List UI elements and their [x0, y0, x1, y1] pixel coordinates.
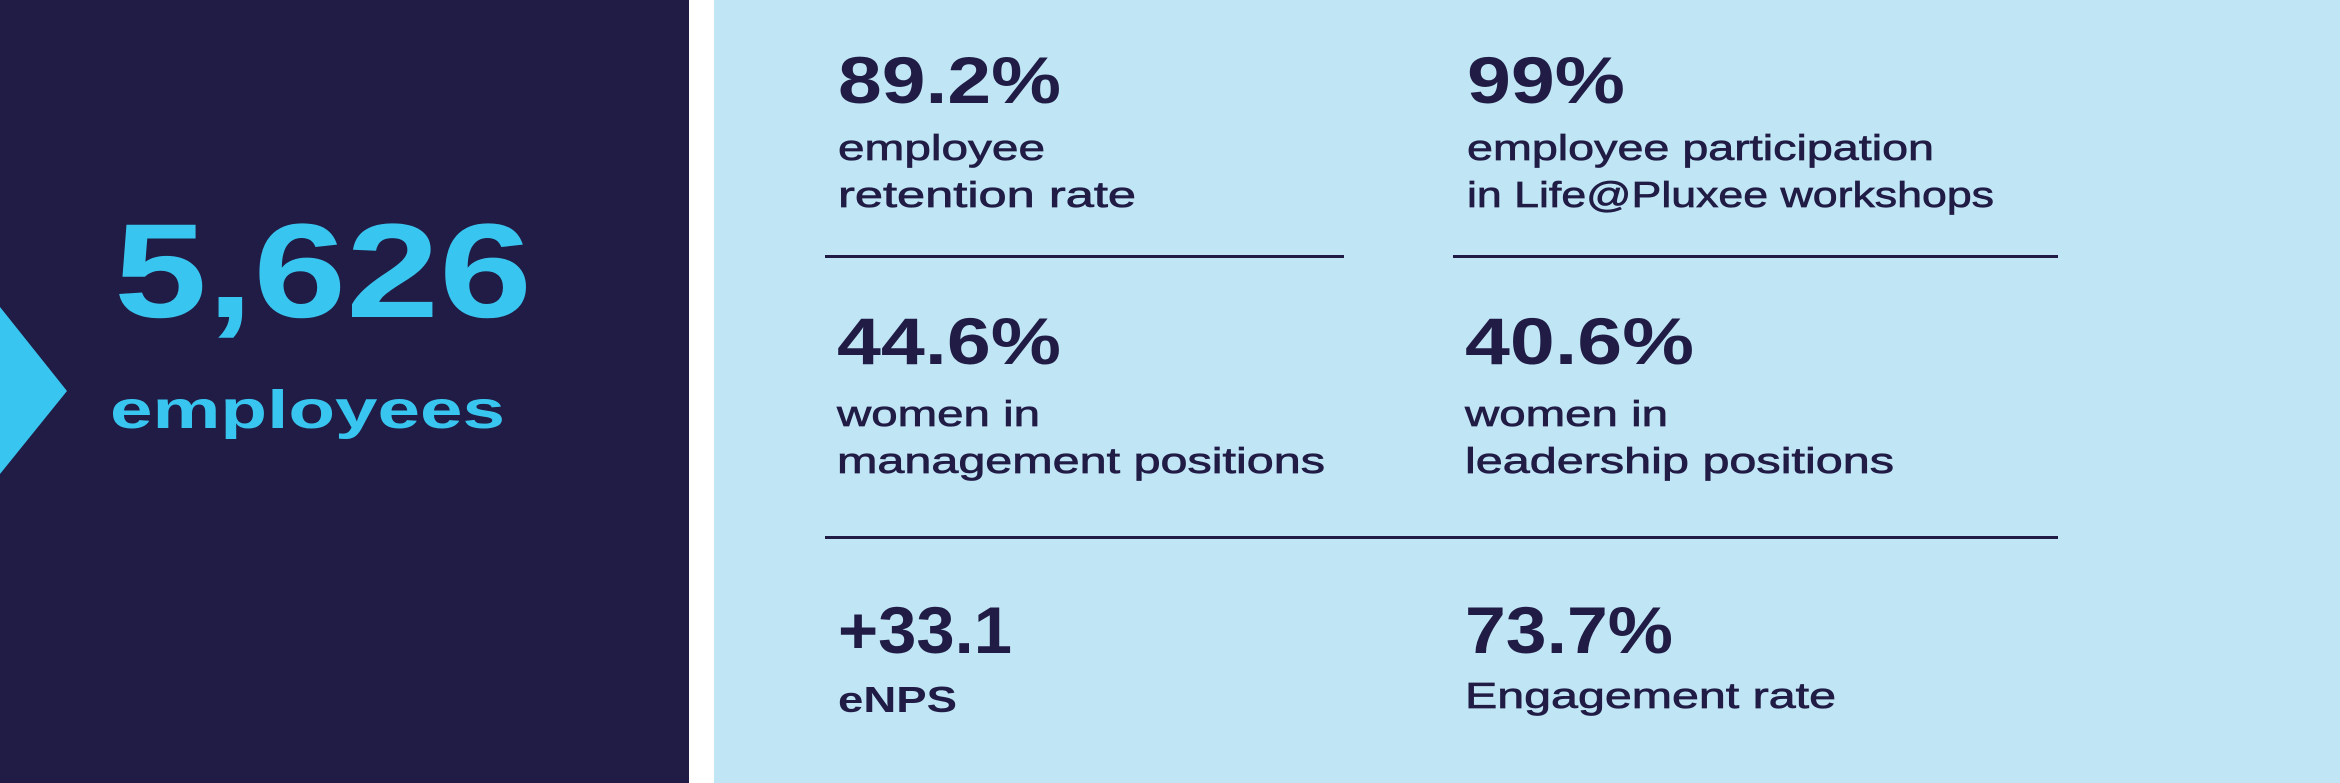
label-line: employee: [838, 127, 1046, 169]
stats-panel: [714, 0, 2340, 783]
label-line: retention rate: [838, 174, 1137, 216]
stat-label-participation: employee participation in Life@Pluxee wo…: [1467, 124, 1995, 218]
label-line: management positions: [837, 440, 1326, 482]
stat-value-women-leadership: 40.6%: [1465, 304, 1694, 378]
arrow-chevron-icon: [0, 307, 67, 474]
headline-value: 5,626: [114, 197, 532, 346]
headline-panel: [0, 0, 689, 783]
stat-label-women-leadership: women in leadership positions: [1465, 390, 1895, 484]
label-line: women in: [1465, 393, 1669, 435]
stat-label-retention: employee retention rate: [838, 124, 1137, 218]
stat-value-enps: +33.1: [838, 593, 1012, 667]
label-line: women in: [837, 393, 1041, 435]
stat-value-participation: 99%: [1467, 43, 1625, 117]
stat-value-engagement: 73.7%: [1465, 593, 1673, 667]
label-line: Engagement rate: [1465, 675, 1837, 717]
stat-value-women-management: 44.6%: [837, 304, 1061, 378]
stat-label-engagement: Engagement rate: [1465, 672, 1837, 719]
label-line: leadership positions: [1465, 440, 1895, 482]
stat-label-women-management: women in management positions: [837, 390, 1326, 484]
divider: [825, 536, 2058, 539]
stat-value-retention: 89.2%: [838, 43, 1061, 117]
divider: [1453, 255, 2058, 258]
label-line: in Life@Pluxee workshops: [1467, 174, 1995, 216]
stat-label-enps: eNPS: [838, 679, 957, 720]
label-line: employee participation: [1467, 127, 1935, 169]
headline-label: employees: [110, 380, 505, 440]
divider: [825, 255, 1344, 258]
